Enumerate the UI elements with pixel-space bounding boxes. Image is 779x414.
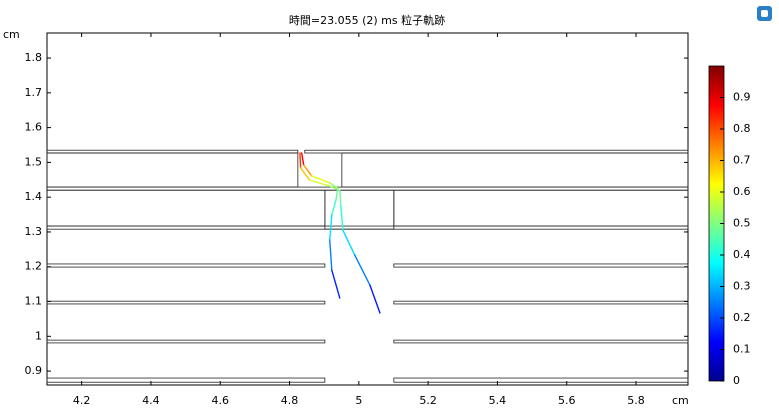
y-tick-label: 1.5 xyxy=(25,155,43,168)
y-tick-label: 1.1 xyxy=(25,295,43,308)
x-tick-label: 5.8 xyxy=(627,394,645,407)
geometry-edge xyxy=(46,152,299,188)
y-tick-label: 1.4 xyxy=(25,190,43,203)
x-tick-label: 4.4 xyxy=(142,394,160,407)
trajectory-segment xyxy=(329,182,339,189)
geometry-edge xyxy=(46,149,299,154)
trajectory-segment xyxy=(340,204,344,231)
trajectory-segment xyxy=(299,152,302,169)
x-axis-label: cm xyxy=(672,394,689,407)
trajectory-segment xyxy=(299,167,311,181)
trajectory-segment xyxy=(308,179,331,187)
trajectory-segment xyxy=(311,175,331,184)
y-tick-label: 1 xyxy=(35,329,42,342)
trajectory-segment xyxy=(369,284,381,314)
geometry-edge xyxy=(393,300,689,305)
geometry-edge xyxy=(393,263,689,268)
trajectory-segment xyxy=(329,239,333,271)
geometry-edge xyxy=(393,377,689,383)
trajectory-segment xyxy=(300,152,305,166)
colorbar-tick-label: 0.2 xyxy=(733,311,751,324)
chart-title: 時間=23.055 (2) ms 粒子軌跡 xyxy=(289,13,445,27)
x-tick-label: 4.2 xyxy=(73,394,91,407)
y-axis-label: cm xyxy=(3,28,20,41)
colorbar-tick-label: 0.1 xyxy=(733,343,751,356)
geometry-edge xyxy=(46,225,689,230)
colorbar-tick-label: 0.7 xyxy=(733,154,751,167)
geometry-edge xyxy=(304,149,689,154)
x-tick-label: 5.2 xyxy=(419,394,437,407)
geometry-edge xyxy=(324,189,395,230)
geometry-edge xyxy=(46,189,326,227)
trajectory-segment xyxy=(329,185,341,191)
trajectory-segment xyxy=(331,199,337,216)
y-tick-label: 1.2 xyxy=(25,260,43,273)
trajectory-segment xyxy=(329,214,333,241)
trajectory-segment xyxy=(331,269,341,299)
x-tick-label: 5.6 xyxy=(558,394,576,407)
geometry-edge xyxy=(46,186,689,191)
geometry-edge xyxy=(46,263,326,268)
colorbar-tick-label: 0.5 xyxy=(733,217,751,230)
colorbar-tick-label: 0.6 xyxy=(733,185,751,198)
geometry-edge xyxy=(393,189,689,227)
x-tick-label: 4.6 xyxy=(211,394,229,407)
colorbar-tick-label: 0.4 xyxy=(733,248,751,261)
x-tick-label: 5.4 xyxy=(489,394,507,407)
y-tick-label: 0.9 xyxy=(25,364,43,377)
trajectory-segment xyxy=(353,254,371,286)
app-icon[interactable] xyxy=(757,6,772,21)
geometry-edge xyxy=(393,339,689,344)
trajectory-segment xyxy=(335,187,339,201)
x-tick-label: 4.8 xyxy=(281,394,299,407)
colorbar-tick-label: 0.9 xyxy=(733,91,751,104)
y-tick-label: 1.8 xyxy=(25,51,43,64)
geometry-edge xyxy=(46,377,326,383)
trajectory-segment xyxy=(303,164,313,177)
y-tick-label: 1.6 xyxy=(25,121,43,134)
colorbar-tick-label: 0.3 xyxy=(733,280,751,293)
y-tick-label: 1.7 xyxy=(25,86,43,99)
geometry-edge xyxy=(341,152,689,188)
geometry-edge xyxy=(46,300,326,305)
geometry-edge xyxy=(46,339,326,344)
y-tick-label: 1.3 xyxy=(25,225,43,238)
colorbar-tick-label: 0 xyxy=(733,374,740,387)
plot-frame xyxy=(46,32,689,386)
x-tick-label: 5 xyxy=(355,394,362,407)
colorbar-tick-label: 0.8 xyxy=(733,122,751,135)
trajectory-segment xyxy=(342,229,356,256)
trajectory-segment xyxy=(339,189,342,206)
